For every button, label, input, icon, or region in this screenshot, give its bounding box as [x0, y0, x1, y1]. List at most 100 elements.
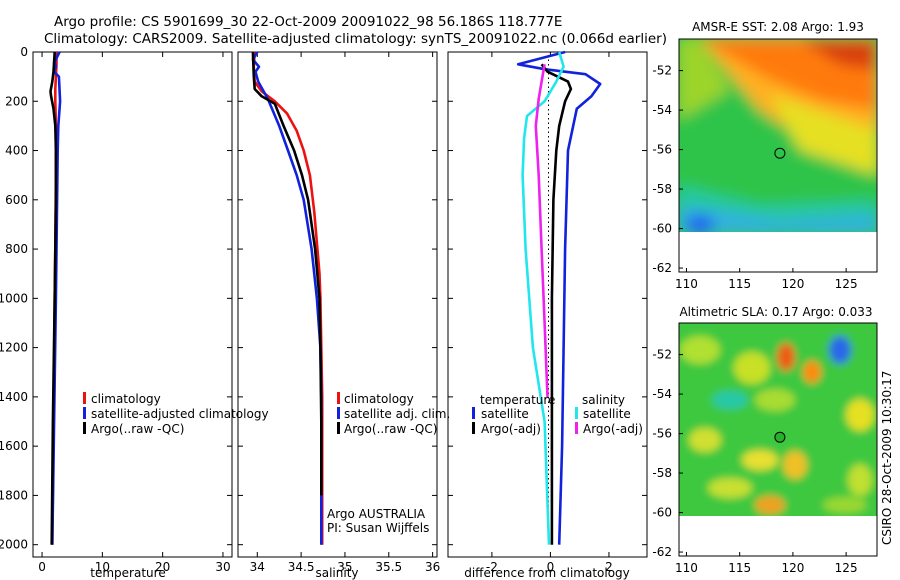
- sst-no-data-area: [679, 232, 877, 272]
- salinity-panel: 34 34.5 35 35.5 36 salinity climatology sate…: [237, 51, 450, 580]
- temperature-series: [49, 51, 62, 545]
- difference-xlabel: difference from climatology: [464, 566, 630, 580]
- legend-title-salinity: salinity: [582, 393, 625, 407]
- depth-tick-label: 2000: [0, 538, 28, 552]
- series-line-argo-raw-qc-: [251, 51, 323, 496]
- legend-label-sal-satellite-diff: satellite: [583, 407, 631, 421]
- sla-map-frame: [678, 322, 878, 557]
- legend-label-temp-argo: Argo(-adj): [481, 422, 541, 436]
- x-tick-label: 35: [337, 560, 352, 574]
- legend-label-sal-climatology: climatology: [344, 392, 414, 406]
- sst-argo-location-marker: [774, 147, 786, 159]
- header-line-1: Argo profile: CS 5901699_30 22-Oct-2009 …: [54, 14, 562, 30]
- depth-tick-label: 1200: [0, 341, 28, 355]
- x-tick-label: 20: [155, 560, 170, 574]
- x-tick-label: 30: [215, 560, 230, 574]
- annotation-pi: PI: Susan Wijffels: [327, 521, 429, 535]
- map-y-tick-label: -52: [652, 348, 672, 362]
- temperature-x-ticks: 0 10 20 30: [38, 52, 231, 574]
- x-tick-label: 35.5: [375, 560, 402, 574]
- legend-swatch-temp-argo: [472, 422, 475, 434]
- depth-tick-label: 600: [5, 193, 28, 207]
- legend-swatch-sal-satellite: [337, 407, 340, 419]
- sst-map-field: [679, 39, 877, 232]
- header-line-2: Climatology: CARS2009. Satellite-adjuste…: [44, 31, 667, 47]
- legend-swatch-temp-satellite: [472, 407, 475, 419]
- series-line-argo-raw-qc-: [49, 51, 58, 545]
- map-y-tick-label: -54: [652, 387, 672, 401]
- depth-tick-label: 1000: [0, 291, 28, 305]
- depth-tick-label: 200: [5, 94, 28, 108]
- sst-map-title: AMSR-E SST: 2.08 Argo: 1.93: [692, 20, 864, 34]
- legend-label-sal-satellite: satellite adj. clim.: [344, 407, 450, 421]
- map-y-tick-label: -60: [652, 222, 672, 236]
- sla-no-data-area: [679, 516, 877, 556]
- temperature-xlabel: temperature: [90, 566, 165, 580]
- temperature-panel: 0 200 400 600 800 1000 1200 1400 1600 1800 2000 0 1…: [0, 45, 269, 580]
- map-y-tick-label: -52: [652, 64, 672, 78]
- temperature-legend: climatology satellite-adjusted climatolo…: [83, 392, 269, 436]
- series-line-climatology: [252, 51, 324, 545]
- map-y-tick-label: -56: [652, 143, 672, 157]
- sla-map-ticks: 110 115 120 125 -52 -54 -56 -58 -60 -62: [652, 348, 857, 575]
- legend-label-temp-satellite: satellite: [481, 407, 529, 421]
- x-tick-label: 34: [250, 560, 265, 574]
- difference-panel: -2 0 2 difference from climatology tempera…: [447, 50, 648, 580]
- map-y-tick-label: -56: [652, 427, 672, 441]
- legend-swatch-satellite-adjusted: [83, 407, 86, 419]
- difference-axes-frame: [447, 51, 648, 558]
- difference-legend: temperature satellite Argo(-adj) salinit…: [472, 393, 643, 436]
- sla-map-panel: Altimetric SLA: 0.17 Argo: 0.033: [652, 305, 878, 575]
- x-tick-label: 0: [547, 560, 555, 574]
- depth-tick-label: 1400: [0, 390, 28, 404]
- depth-tick-label: 800: [5, 242, 28, 256]
- legend-title-temperature: temperature: [480, 393, 555, 407]
- series-line-temperature-satellite: [516, 50, 602, 545]
- sst-map-panel: AMSR-E SST: 2.08 Argo: 1.93 110 115 120 125…: [652, 20, 878, 291]
- salinity-axes-frame: [237, 51, 438, 558]
- x-tick-label: 10: [95, 560, 110, 574]
- legend-label-argo-raw: Argo(..raw -QC): [91, 422, 184, 436]
- depth-tick-label: 0: [20, 45, 28, 59]
- salinity-series: [251, 51, 324, 545]
- map-x-tick-label: 125: [835, 277, 858, 291]
- temperature-axes-frame: [32, 51, 233, 558]
- salinity-x-ticks: 34 34.5 35 35.5 36: [250, 52, 440, 574]
- difference-x-ticks: -2 0 2: [486, 52, 613, 574]
- map-y-tick-label: -54: [652, 103, 672, 117]
- legend-swatch-sal-climatology: [337, 392, 340, 404]
- sla-map-title: Altimetric SLA: 0.17 Argo: 0.033: [679, 305, 872, 319]
- legend-label-climatology: climatology: [91, 392, 161, 406]
- x-tick-label: 34.5: [288, 560, 315, 574]
- legend-label-sal-argo: Argo(..raw -QC): [344, 422, 437, 436]
- map-x-tick-label: 120: [781, 277, 804, 291]
- salinity-xlabel: salinity: [315, 566, 358, 580]
- map-x-tick-label: 115: [728, 277, 751, 291]
- x-tick-label: 2: [605, 560, 613, 574]
- series-line-temperature-argo-adj-: [540, 63, 573, 545]
- series-line-satellite-adj-clim-: [251, 51, 323, 545]
- map-x-tick-label: 115: [728, 561, 751, 575]
- legend-swatch-climatology: [83, 392, 86, 404]
- legend-swatch-argo-raw: [83, 422, 86, 434]
- difference-y-ticks: [448, 51, 647, 546]
- map-x-tick-label: 125: [835, 561, 858, 575]
- legend-swatch-sal-argo-diff: [575, 422, 578, 434]
- depth-tick-label: 400: [5, 144, 28, 158]
- legend-label-satellite-adjusted: satellite-adjusted climatology: [91, 407, 269, 421]
- depth-axis-labels: 0 200 400 600 800 1000 1200 1400 1600 1800 2000: [0, 45, 232, 552]
- sla-argo-location-marker: [774, 431, 786, 443]
- map-y-tick-label: -62: [652, 261, 672, 275]
- x-tick-label: 36: [425, 560, 440, 574]
- legend-label-sal-argo-diff: Argo(-adj): [583, 422, 643, 436]
- map-y-tick-label: -60: [652, 506, 672, 520]
- depth-tick-label: 1600: [0, 439, 28, 453]
- map-x-tick-label: 120: [781, 561, 804, 575]
- map-y-tick-label: -62: [652, 545, 672, 559]
- map-y-tick-label: -58: [652, 182, 672, 196]
- sst-map-frame: [678, 38, 878, 273]
- series-line-salinity-satellite: [521, 51, 565, 545]
- map-y-tick-label: -58: [652, 466, 672, 480]
- salinity-y-ticks: [238, 51, 437, 546]
